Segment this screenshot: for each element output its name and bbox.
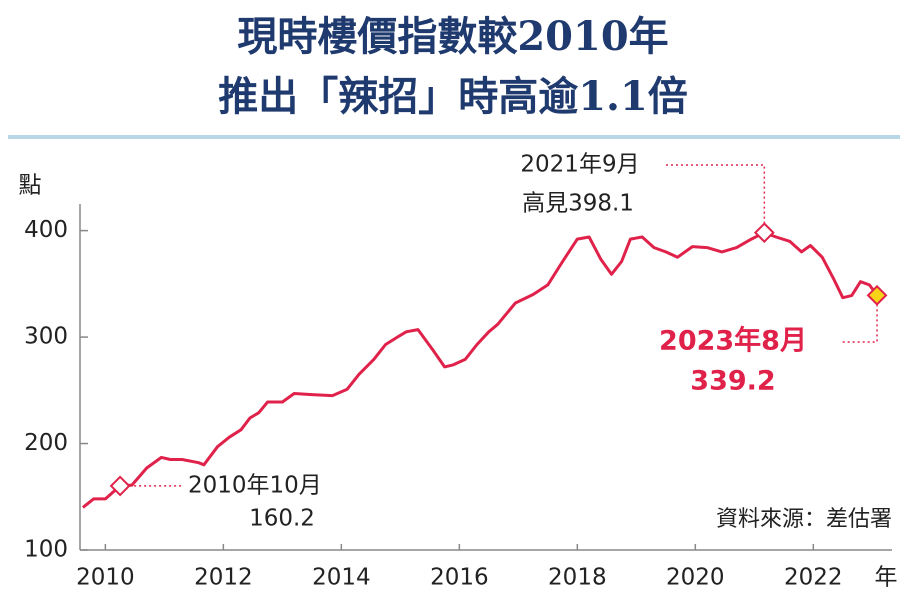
annotation-value: 339.2 [690, 366, 775, 397]
x-tick-label: 2014 [312, 565, 371, 591]
x-tick-label: 2022 [784, 565, 843, 591]
annotation: 高見398.1 [522, 191, 634, 217]
callout-line [842, 304, 878, 343]
y-tick-label: 100 [24, 537, 68, 563]
x-tick-label: 2016 [430, 565, 489, 591]
y-tick-label: 200 [24, 430, 68, 456]
annotation: 2010年10月 [188, 472, 322, 498]
x-tick-label: 2018 [548, 565, 607, 591]
source: 資料來源：差估署 [716, 507, 892, 532]
x-tick-label: 2010 [76, 565, 135, 591]
y-unit: 點 [19, 173, 42, 199]
x-unit: 年 [875, 565, 898, 591]
annotation-value: 160.2 [249, 505, 315, 531]
highlight-marker [109, 475, 131, 497]
annotation: 2023年8月 [659, 325, 807, 357]
highlight-marker [753, 222, 775, 244]
x-tick-label: 2020 [666, 565, 725, 591]
chart-title: 現時樓價指數較2010年 [237, 13, 668, 60]
annotation: 2021年9月 [520, 152, 639, 178]
callout-line [665, 164, 766, 224]
x-tick-label: 2012 [194, 565, 253, 591]
chart-title: 推出「辣招」時高逾1.1倍 [218, 73, 688, 120]
y-tick-label: 400 [24, 217, 68, 243]
y-tick-label: 300 [24, 324, 68, 350]
